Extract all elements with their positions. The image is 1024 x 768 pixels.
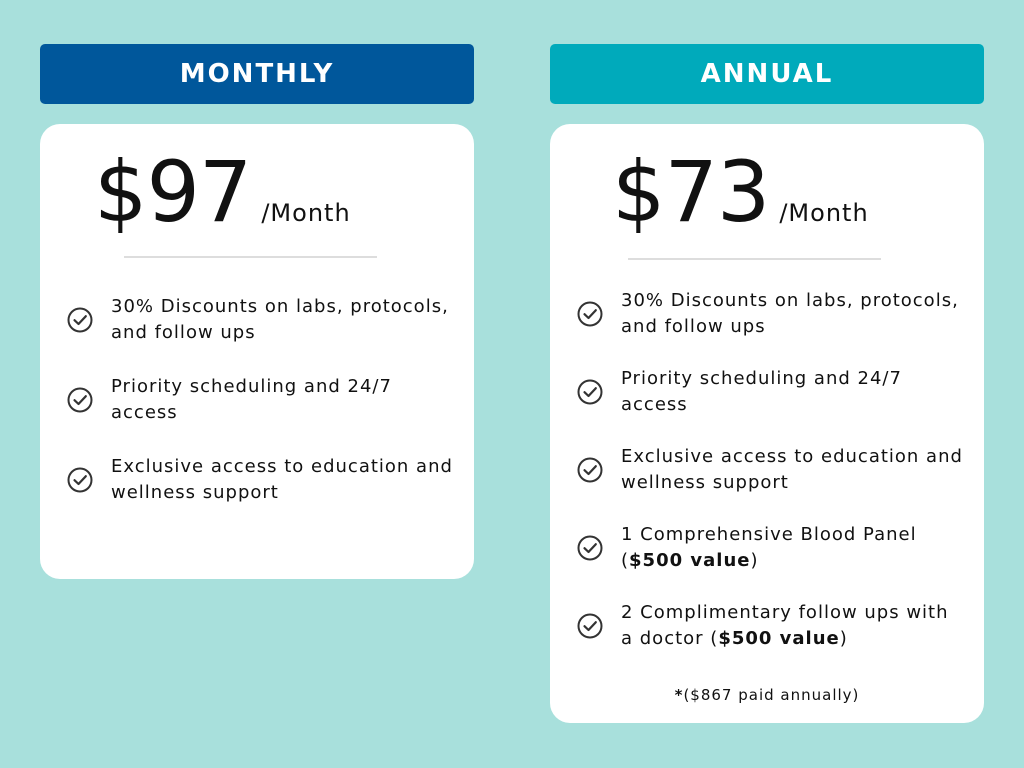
monthly-price: $97 [94,143,252,241]
monthly-divider [124,256,377,258]
annual-plan-banner: ANNUAL [550,44,984,104]
feature-item: 30% Discounts on labs, protocols, and fo… [576,288,964,340]
feature-text: Exclusive access to education and wellne… [111,456,453,503]
monthly-feature-list: 30% Discounts on labs, protocols, and fo… [66,294,454,534]
annual-footnote: *($867 paid annually) [550,686,984,704]
feature-item: 30% Discounts on labs, protocols, and fo… [66,294,454,346]
monthly-price-row: $97 /Month [94,150,351,234]
feature-item: 2 Complimentary follow ups with a doctor… [576,600,964,652]
feature-text: 2 Complimentary follow ups with a doctor… [621,600,964,652]
check-circle-icon [576,300,604,328]
feature-value-highlight: $500 value [629,550,751,571]
feature-text-after: ) [839,628,848,649]
feature-text-before: 2 Complimentary follow ups with a doctor… [621,602,949,649]
annual-divider [628,258,881,260]
monthly-plan-card: $97 /Month 30% Discounts on labs, protoc… [40,124,474,579]
check-circle-icon [66,306,94,334]
feature-text: Priority scheduling and 24/7 access [111,376,392,423]
annual-price: $73 [612,143,770,241]
annual-plan-title: ANNUAL [700,59,834,89]
feature-item: Exclusive access to education and wellne… [576,444,964,496]
feature-text-after: ) [750,550,759,571]
monthly-plan-title: MONTHLY [179,59,335,89]
check-circle-icon [66,386,94,414]
annual-plan-card: $73 /Month 30% Discounts on labs, protoc… [550,124,984,723]
monthly-period: /Month [261,199,351,227]
annual-period: /Month [779,199,869,227]
check-circle-icon [576,612,604,640]
check-circle-icon [66,466,94,494]
feature-text-before: 1 Comprehensive Blood Panel ( [621,524,917,571]
feature-item: 1 Comprehensive Blood Panel ($500 value) [576,522,964,574]
feature-text: 30% Discounts on labs, protocols, and fo… [621,290,959,337]
feature-text: 1 Comprehensive Blood Panel ($500 value) [621,522,964,574]
footnote-text: ($867 paid annually) [683,686,860,704]
feature-item: Priority scheduling and 24/7 access [576,366,964,418]
check-circle-icon [576,534,604,562]
footnote-asterisk: * [674,686,684,704]
monthly-plan-banner: MONTHLY [40,44,474,104]
annual-price-row: $73 /Month [612,150,869,234]
feature-value-highlight: $500 value [718,628,840,649]
feature-item: Exclusive access to education and wellne… [66,454,454,506]
feature-text: Exclusive access to education and wellne… [621,446,963,493]
check-circle-icon [576,378,604,406]
annual-feature-list: 30% Discounts on labs, protocols, and fo… [576,288,964,678]
feature-item: Priority scheduling and 24/7 access [66,374,454,426]
feature-text: Priority scheduling and 24/7 access [621,368,902,415]
feature-text: 30% Discounts on labs, protocols, and fo… [111,296,449,343]
check-circle-icon [576,456,604,484]
